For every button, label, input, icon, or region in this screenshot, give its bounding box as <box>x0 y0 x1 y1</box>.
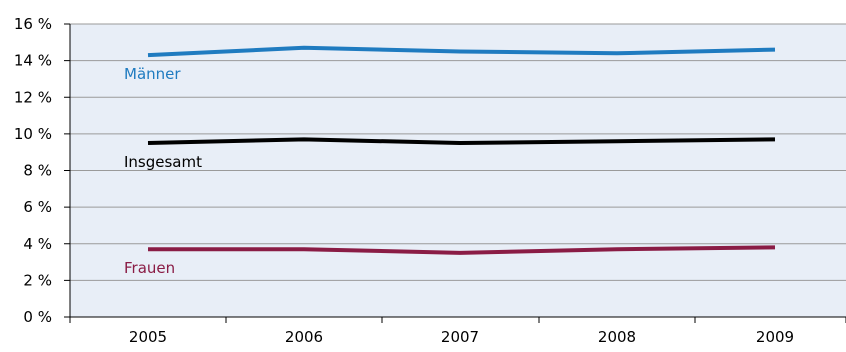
x-tick-label: 2006 <box>285 328 323 346</box>
x-tick-label: 2005 <box>129 328 167 346</box>
y-tick-label: 10 % <box>14 125 52 143</box>
y-tick-label: 2 % <box>23 271 52 289</box>
x-tick-label: 2008 <box>598 328 636 346</box>
axes: 0 % 2 % 4 % 6 % 8 % 10 % 12 % 14 % 16 % 2005 2006 2… <box>14 15 846 346</box>
series-line <box>147 45 776 58</box>
series-label: Frauen <box>124 259 175 277</box>
y-tick-label: 6 % <box>23 198 52 216</box>
y-tick-label: 8 % <box>23 162 52 180</box>
x-tick-label: 2007 <box>441 328 479 346</box>
labels: Männer Insgesamt Frauen <box>124 65 202 277</box>
series-line <box>148 245 776 255</box>
series-line <box>147 137 776 145</box>
series-label: Insgesamt <box>124 153 202 171</box>
y-tick-label: 4 % <box>23 235 52 253</box>
grid-lines <box>70 23 846 281</box>
x-tick-label: 2009 <box>756 328 794 346</box>
series-label: Männer <box>124 65 181 83</box>
y-tick-label: 14 % <box>14 52 52 70</box>
series-lines <box>147 45 776 255</box>
y-tick-label: 0 % <box>23 308 52 326</box>
y-tick-label: 12 % <box>14 88 52 106</box>
y-tick-label: 16 % <box>14 15 52 33</box>
